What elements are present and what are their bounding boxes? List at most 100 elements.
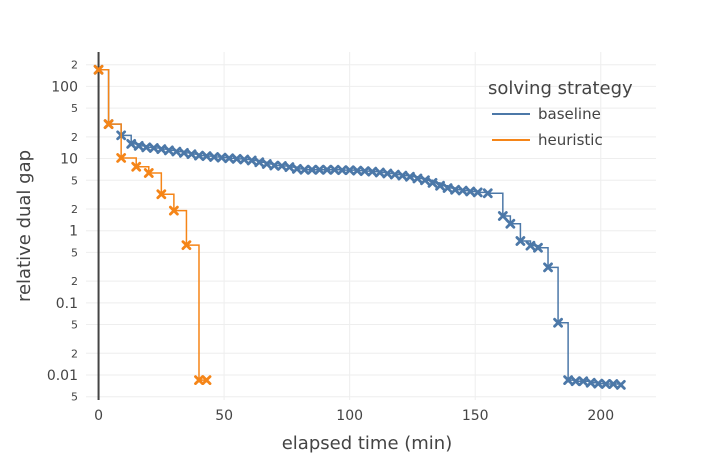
- data-point: [374, 167, 385, 178]
- y-tick-label: 0.01: [47, 368, 78, 384]
- x-tick-label: 50: [215, 408, 233, 424]
- y-minor-tick-label: 2: [71, 131, 78, 144]
- data-point: [194, 375, 204, 385]
- legend-label: heuristic: [538, 131, 603, 149]
- y-minor-tick-label: 5: [71, 391, 78, 404]
- data-point: [497, 211, 508, 221]
- data-point: [382, 168, 393, 179]
- data-point: [593, 378, 604, 389]
- data-point: [231, 153, 242, 164]
- x-tick-label: 100: [336, 408, 363, 424]
- data-point: [307, 164, 317, 175]
- data-point: [435, 180, 445, 191]
- data-point: [269, 160, 280, 171]
- data-point: [442, 183, 453, 193]
- data-point: [201, 151, 212, 162]
- data-point: [608, 379, 619, 389]
- data-point: [578, 376, 589, 387]
- grid: [86, 52, 656, 400]
- data-point: [352, 165, 363, 176]
- legend-title: solving strategy: [488, 78, 633, 99]
- legend[interactable]: solving strategy baseline heuristic: [488, 78, 633, 149]
- data-point: [553, 317, 563, 328]
- data-point: [239, 154, 250, 165]
- series-line-heuristic: [98, 69, 207, 381]
- data-point: [525, 240, 536, 251]
- data-point: [389, 169, 400, 180]
- data-point: [615, 379, 626, 390]
- legend-label: baseline: [538, 105, 601, 123]
- data-point: [201, 375, 212, 385]
- data-point: [194, 150, 204, 161]
- data-point: [570, 376, 581, 387]
- data-point: [585, 377, 596, 388]
- y-axis-ticks: 0.01 0.1 1 10 100 5 2 5 2 5 2 5 2 5 2: [47, 59, 78, 404]
- y-minor-tick-label: 5: [71, 102, 78, 115]
- data-point: [163, 145, 174, 156]
- data-point: [450, 184, 461, 195]
- y-minor-tick-label: 5: [71, 246, 78, 259]
- data-point: [397, 170, 408, 181]
- data-point: [216, 152, 227, 163]
- y-tick-label: 0.1: [56, 296, 78, 312]
- data-point: [337, 165, 348, 176]
- data-point: [148, 143, 159, 153]
- y-axis-title: relative dual gap: [14, 150, 35, 302]
- series-line-baseline: [98, 69, 622, 385]
- y-tick-label: 100: [51, 79, 78, 95]
- data-point: [299, 164, 310, 175]
- data-point: [224, 153, 235, 164]
- legend-item-baseline[interactable]: baseline: [492, 105, 601, 123]
- data-point: [600, 379, 611, 389]
- data-point: [314, 164, 325, 175]
- data-point: [116, 153, 127, 163]
- data-point: [457, 185, 468, 196]
- legend-items[interactable]: baseline heuristic: [492, 105, 603, 149]
- y-minor-tick-label: 2: [71, 203, 78, 216]
- data-point: [367, 166, 378, 177]
- data-point: [412, 173, 423, 184]
- data-point: [533, 242, 543, 253]
- data-point: [344, 165, 355, 176]
- x-axis-ticks: 0 50 100 150 200: [94, 408, 614, 424]
- legend-item-heuristic[interactable]: heuristic: [492, 131, 603, 149]
- series-heuristic: [93, 64, 212, 385]
- data-point: [254, 157, 265, 168]
- y-minor-tick-label: 5: [71, 319, 78, 332]
- data-point: [261, 159, 272, 169]
- x-axis-title: elapsed time (min): [282, 433, 453, 454]
- data-point: [133, 140, 144, 151]
- data-point: [505, 218, 516, 229]
- data-point: [131, 161, 142, 172]
- data-point: [168, 205, 179, 216]
- y-minor-tick-label: 5: [71, 174, 78, 187]
- data-point: [209, 152, 219, 162]
- data-point: [276, 161, 287, 171]
- data-point: [284, 162, 295, 173]
- data-point: [171, 146, 182, 157]
- data-point: [126, 138, 137, 149]
- y-tick-label: 10: [60, 152, 78, 168]
- data-point: [292, 163, 302, 174]
- data-point: [181, 240, 192, 251]
- data-point: [359, 166, 370, 177]
- x-tick-label: 200: [587, 408, 614, 424]
- series-layer: [93, 64, 626, 390]
- x-tick-label: 0: [94, 408, 103, 424]
- data-point: [329, 164, 340, 175]
- data-point: [543, 262, 553, 273]
- data-point: [482, 188, 493, 199]
- data-point: [515, 236, 526, 246]
- data-point: [427, 177, 438, 188]
- y-minor-tick-label: 2: [71, 59, 78, 72]
- data-point: [156, 144, 167, 155]
- data-point: [322, 164, 332, 175]
- data-point: [156, 189, 167, 200]
- data-point: [141, 142, 152, 153]
- data-point: [563, 375, 574, 385]
- data-point: [472, 187, 483, 198]
- x-tick-label: 150: [462, 408, 489, 424]
- data-point: [405, 171, 415, 182]
- y-tick-label: 1: [69, 224, 78, 240]
